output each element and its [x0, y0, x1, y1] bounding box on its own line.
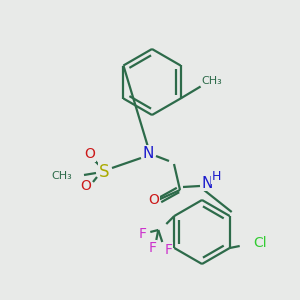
Text: O: O — [148, 193, 159, 207]
Text: O: O — [81, 179, 92, 193]
Text: S: S — [99, 163, 109, 181]
Text: N: N — [142, 146, 154, 160]
Text: N: N — [201, 176, 213, 190]
Text: Cl: Cl — [254, 236, 267, 250]
Text: F: F — [138, 227, 146, 241]
Text: CH₃: CH₃ — [51, 171, 72, 181]
Text: F: F — [148, 241, 156, 255]
Text: H: H — [211, 170, 221, 184]
Text: F: F — [164, 243, 172, 257]
Text: CH₃: CH₃ — [202, 76, 222, 85]
Text: O: O — [85, 147, 95, 161]
